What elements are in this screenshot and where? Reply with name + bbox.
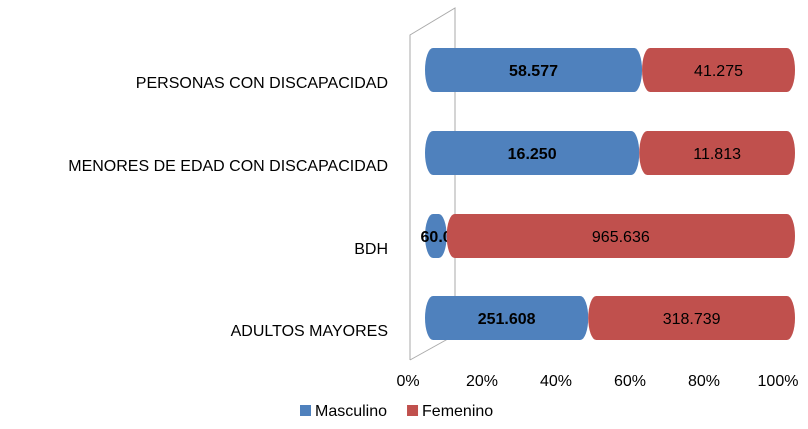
data-label: 11.813: [693, 146, 741, 163]
bar-segment: [639, 131, 795, 175]
x-tick-label: 40%: [540, 373, 572, 390]
bar-segment: [425, 131, 640, 175]
legend-label: Femenino: [422, 403, 493, 420]
data-label: 965.636: [592, 229, 650, 246]
bar-segment: [425, 214, 447, 258]
x-tick-label: 20%: [466, 373, 498, 390]
bar-segment: [588, 296, 795, 340]
data-label: 41.275: [694, 63, 743, 80]
y-tick-label: MENORES DE EDAD CON DISCAPACIDAD: [68, 158, 388, 175]
x-tick-label: 100%: [758, 373, 799, 390]
legend-label: Masculino: [315, 403, 387, 420]
bar-segment: [425, 296, 589, 340]
data-label: 16.250: [508, 146, 557, 163]
data-label: 58.577: [509, 63, 558, 80]
bar-segment: [642, 48, 795, 92]
data-label: 318.739: [663, 311, 721, 328]
data-label: 251.608: [478, 311, 536, 328]
y-tick-label: PERSONAS CON DISCAPACIDAD: [136, 75, 388, 92]
x-tick-label: 0%: [396, 373, 419, 390]
y-tick-label: BDH: [354, 241, 388, 258]
x-tick-label: 60%: [614, 373, 646, 390]
legend-swatch: [300, 405, 311, 416]
bar-segment: [446, 214, 795, 258]
y-tick-label: ADULTOS MAYORES: [231, 323, 388, 340]
legend-swatch: [407, 405, 419, 416]
bar-segment: [425, 48, 643, 92]
x-tick-label: 80%: [688, 373, 720, 390]
